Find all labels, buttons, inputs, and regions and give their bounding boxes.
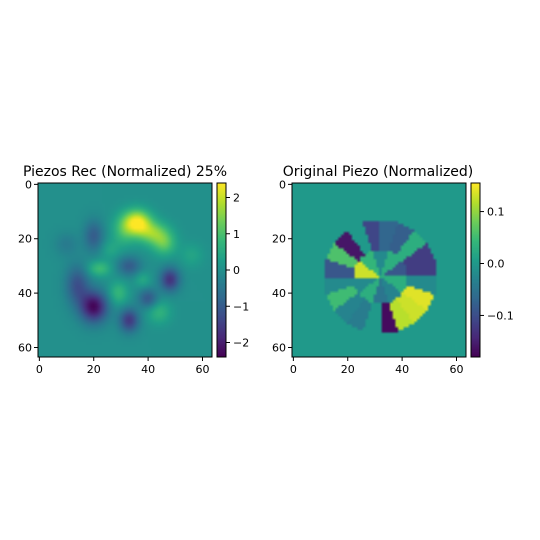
colorbar-reconstruction [217,183,226,357]
y-tick-label-original-0: 0 [279,178,286,191]
colorbar-tick-label-reconstruction-4: 2 [233,192,240,205]
chart-title-original: Original Piezo (Normalized) [283,164,474,180]
x-tick-label-original-0: 0 [290,363,297,376]
colorbar-tick-label-reconstruction-3: 1 [233,228,240,241]
plot-frame-original [291,182,467,358]
x-tick-label-original-2: 40 [395,363,409,376]
y-tick-label-reconstruction-3: 60 [18,341,32,354]
colorbar-tick-label-reconstruction-0: −2 [233,337,249,350]
colorbar-tick-label-reconstruction-1: −1 [233,300,249,313]
heatmap-image-reconstruction [38,183,212,357]
axes-reconstruction: 0 20 40 60 0 20 40 60 [18,178,209,376]
x-tick-label-reconstruction-1: 20 [87,363,101,376]
colorbar-frame-original [470,182,481,358]
heatmap-image-original [292,183,466,357]
colorbar-ticks-reconstruction: −2 −1 0 1 2 [226,192,249,350]
x-tick-label-reconstruction-3: 60 [195,363,209,376]
colorbar-tick-label-original-2: 0.1 [487,206,505,219]
chart-title-reconstruction: Piezos Rec (Normalized) 25% [23,164,227,180]
y-tick-label-reconstruction-0: 0 [25,178,32,191]
y-tick-label-reconstruction-2: 40 [18,287,32,300]
x-tick-label-reconstruction-0: 0 [36,363,43,376]
colorbar-tick-label-original-1: 0.0 [487,258,505,271]
x-tick-label-original-1: 20 [341,363,355,376]
panel-original: Original Piezo (Normalized) 0 20 40 60 0 20 40… [272,164,514,376]
colorbar-tick-label-original-0: −0.1 [487,309,514,322]
panel-reconstruction: Piezos Rec (Normalized) 25% 0 20 40 6002040… [18,164,249,376]
colorbar-tick-label-reconstruction-2: 0 [233,264,240,277]
plot-frame-reconstruction [37,182,213,358]
axes-original: 0 20 40 60 0 20 40 60 [272,178,463,376]
x-tick-label-reconstruction-2: 40 [141,363,155,376]
y-tick-label-reconstruction-1: 20 [18,233,32,246]
colorbar-ticks-original: −0.1 0.0 0.1 [480,206,514,322]
y-tick-label-original-3: 60 [272,341,286,354]
y-tick-label-original-1: 20 [272,233,286,246]
colorbar-original [471,183,480,357]
x-tick-label-original-3: 60 [449,363,463,376]
y-tick-label-original-2: 40 [272,287,286,300]
